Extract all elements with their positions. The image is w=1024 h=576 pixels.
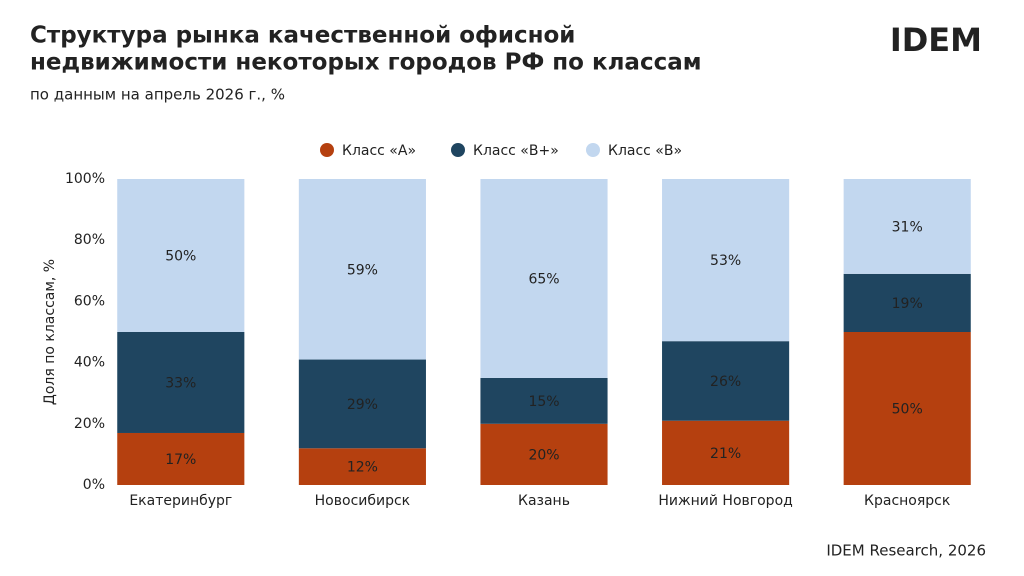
data-label: 29%: [347, 397, 378, 413]
bar-segment: [843, 273, 971, 332]
bar-segment: [843, 332, 971, 485]
legend-marker: [320, 143, 334, 157]
bar-segment: [298, 448, 426, 485]
bar-segment: [480, 423, 608, 485]
bar-segment: [117, 332, 245, 433]
y-tick-label: 60%: [74, 293, 105, 309]
x-tick-label: Новосибирск: [315, 493, 410, 509]
data-label: 50%: [892, 402, 923, 418]
data-label: 12%: [347, 460, 378, 476]
data-label: 20%: [528, 447, 559, 463]
bar-segment: [117, 179, 245, 332]
x-tick-label: Красноярск: [864, 493, 950, 509]
x-tick-label: Екатеринбург: [129, 493, 232, 509]
bar-segment: [480, 377, 608, 424]
chart-title: Структура рынка качественной офисной: [30, 23, 575, 49]
chart-subtitle: по данным на апрель 2026 г., %: [30, 86, 285, 104]
y-tick-label: 80%: [74, 232, 105, 248]
bar-segment: [298, 179, 426, 360]
legend-label: Класс «А»: [342, 143, 416, 159]
y-axis-label: Доля по классам, %: [42, 259, 58, 405]
logo: IDEM: [890, 21, 982, 59]
data-label: 21%: [710, 446, 741, 462]
legend-label: Класс «В»: [608, 143, 682, 159]
bar-segment: [662, 420, 790, 485]
data-label: 59%: [347, 262, 378, 278]
bar-segment: [662, 179, 790, 342]
y-tick-label: 100%: [65, 171, 105, 187]
legend-label: Класс «В+»: [473, 143, 559, 159]
data-label: 31%: [892, 219, 923, 235]
chart-title: недвижимости некоторых городов РФ по кла…: [30, 50, 702, 76]
data-label: 53%: [710, 253, 741, 269]
data-label: 65%: [528, 271, 559, 287]
bar-segment: [843, 179, 971, 274]
y-tick-label: 40%: [74, 355, 105, 371]
data-label: 15%: [528, 394, 559, 410]
bar-segment: [662, 341, 790, 421]
x-tick-label: Казань: [518, 493, 570, 509]
y-tick-label: 0%: [83, 477, 105, 493]
data-label: 50%: [165, 249, 196, 265]
data-label: 33%: [165, 375, 196, 391]
data-label: 19%: [892, 296, 923, 312]
legend-marker: [586, 143, 600, 157]
legend-marker: [451, 143, 465, 157]
source: IDEM Research, 2026: [826, 542, 986, 560]
x-tick-label: Нижний Новгород: [658, 493, 792, 509]
data-label: 17%: [165, 452, 196, 468]
bar-segment: [117, 432, 245, 485]
bar-segment: [298, 359, 426, 449]
y-tick-label: 20%: [74, 416, 105, 432]
bar-segment: [480, 179, 608, 378]
data-label: 26%: [710, 374, 741, 390]
